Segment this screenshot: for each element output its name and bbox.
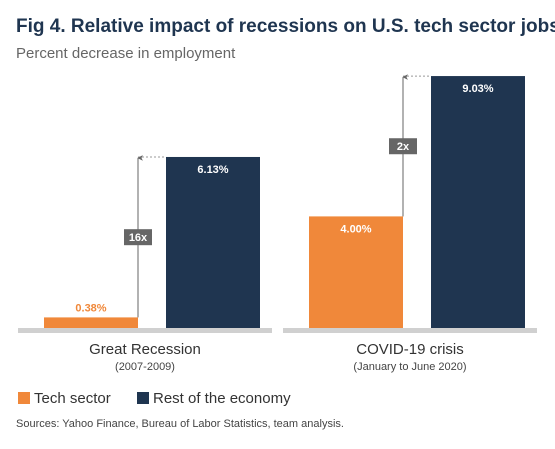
bar (44, 317, 138, 328)
legend-label: Tech sector (34, 390, 111, 407)
ratio-box (124, 229, 152, 246)
ratio-box (389, 138, 417, 155)
baseline (283, 328, 537, 333)
value-label: 6.13% (197, 164, 228, 176)
legend-swatch (18, 392, 30, 404)
value-label: 0.38% (75, 302, 106, 314)
bar (309, 216, 403, 328)
ratio-label: 16x (129, 232, 148, 244)
category-subtitle: (January to June 2020) (353, 361, 466, 373)
category-label: COVID-19 crisis (356, 341, 464, 358)
chart-subtitle: Percent decrease in employment (16, 45, 236, 62)
category-subtitle: (2007-2009) (115, 361, 175, 373)
baseline (18, 328, 272, 333)
value-label: 4.00% (340, 223, 371, 235)
legend-label: Rest of the economy (153, 390, 291, 407)
bar (431, 76, 525, 328)
value-label: 9.03% (462, 83, 493, 95)
source-note: Sources: Yahoo Finance, Bureau of Labor … (16, 418, 344, 430)
legend-swatch (137, 392, 149, 404)
chart-title: Fig 4. Relative impact of recessions on … (16, 16, 555, 37)
category-label: Great Recession (89, 341, 201, 358)
bar (166, 156, 260, 328)
ratio-label: 2x (397, 141, 410, 153)
